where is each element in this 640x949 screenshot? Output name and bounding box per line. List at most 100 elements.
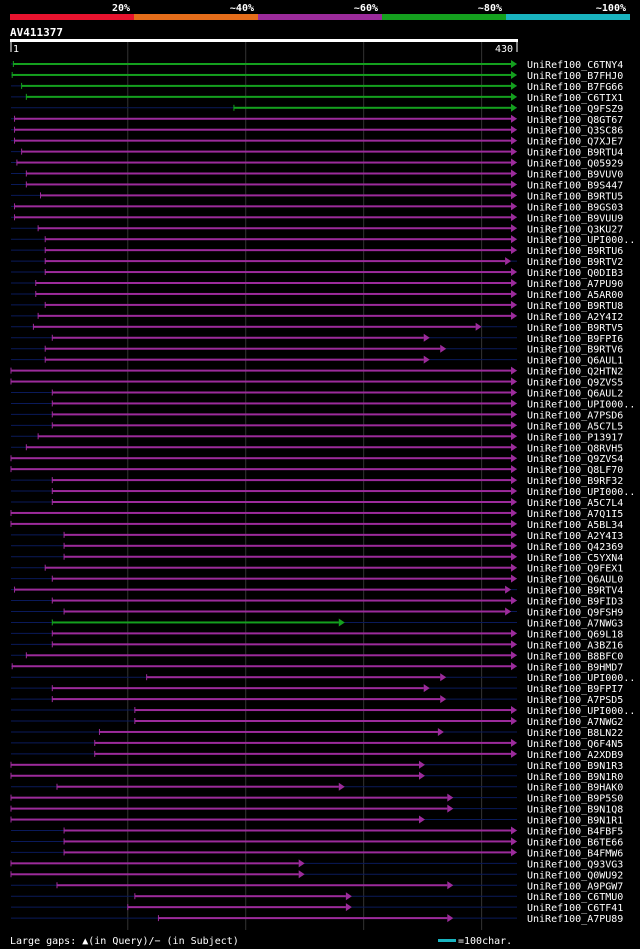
hit-row[interactable]: UniRef100_B8LN22 <box>11 727 623 739</box>
hit-label[interactable]: UniRef100_Q42369 <box>527 542 623 553</box>
hit-label[interactable]: UniRef100_C6TMU0 <box>527 892 623 903</box>
hit-bar[interactable] <box>11 511 511 514</box>
hit-label[interactable]: UniRef100_B9FID3 <box>527 597 623 608</box>
hit-bar[interactable] <box>57 884 448 887</box>
hit-row[interactable]: UniRef100_A7PU90 <box>11 279 623 290</box>
hit-bar[interactable] <box>94 752 511 755</box>
hit-label[interactable]: UniRef100_B9FPI6 <box>527 334 623 345</box>
hit-label[interactable]: UniRef100_B9RTV5 <box>527 323 623 334</box>
hit-label[interactable]: UniRef100_A3BZ16 <box>527 640 623 651</box>
hit-row[interactable]: UniRef100_UPI000.. <box>11 706 635 717</box>
hit-row[interactable]: UniRef100_Q8GT67 <box>11 114 623 126</box>
hit-bar[interactable] <box>134 720 511 722</box>
hit-row[interactable]: UniRef100_B9RTV5 <box>11 322 623 334</box>
hit-row[interactable]: UniRef100_A7NWG3 <box>11 618 623 629</box>
hit-row[interactable]: UniRef100_B7FHJ0 <box>11 70 623 82</box>
hit-row[interactable]: UniRef100_A5C7L4 <box>11 498 623 509</box>
hit-label[interactable]: UniRef100_B9RF32 <box>527 476 623 487</box>
hit-row[interactable]: UniRef100_A5BL34 <box>10 519 623 531</box>
hit-label[interactable]: UniRef100_B4FBF5 <box>527 827 623 838</box>
hit-row[interactable]: UniRef100_A9PGW7 <box>11 881 623 892</box>
hit-row[interactable]: UniRef100_C6TNY4 <box>11 60 623 71</box>
hit-row[interactable]: UniRef100_Q6F4N5 <box>11 738 623 750</box>
hit-label[interactable]: UniRef100_B4FMW6 <box>527 848 623 859</box>
hit-row[interactable]: UniRef100_Q8LF70 <box>10 465 623 476</box>
hit-bar[interactable] <box>11 862 299 865</box>
hit-label[interactable]: UniRef100_UPI000.. <box>527 673 635 684</box>
hit-label[interactable]: UniRef100_Q9FSH9 <box>527 608 623 619</box>
hit-label[interactable]: UniRef100_A5C7L4 <box>527 498 623 509</box>
hit-label[interactable]: UniRef100_Q3SC86 <box>527 126 623 137</box>
hit-bar[interactable] <box>11 763 419 766</box>
hit-bar[interactable] <box>14 139 512 142</box>
hit-row[interactable]: UniRef100_B9VUU9 <box>11 213 623 224</box>
hit-row[interactable]: UniRef100_B9RF32 <box>11 476 623 487</box>
hit-row[interactable]: UniRef100_UPI000.. <box>11 673 635 684</box>
hit-label[interactable]: UniRef100_Q9FSZ9 <box>527 104 623 115</box>
hit-row[interactable]: UniRef100_B4FBF5 <box>11 826 623 838</box>
hit-bar[interactable] <box>33 325 476 328</box>
hit-bar[interactable] <box>21 84 511 87</box>
hit-row[interactable]: UniRef100_B9FPI6 <box>11 333 623 345</box>
hit-bar[interactable] <box>11 369 511 372</box>
hit-bar[interactable] <box>57 785 339 788</box>
hit-row[interactable]: UniRef100_B9RTU5 <box>11 191 623 202</box>
hit-bar[interactable] <box>45 358 424 361</box>
hit-label[interactable]: UniRef100_UPI000.. <box>527 706 635 717</box>
hit-label[interactable]: UniRef100_Q8RVH5 <box>527 443 623 454</box>
hit-row[interactable]: UniRef100_B6TE66 <box>11 837 623 848</box>
hit-row[interactable]: UniRef100_B9RTU8 <box>11 300 623 312</box>
hit-label[interactable]: UniRef100_A7Q1I5 <box>527 509 623 520</box>
hit-bar[interactable] <box>45 238 511 241</box>
hit-bar[interactable] <box>26 95 511 98</box>
hit-label[interactable]: UniRef100_Q7XJE7 <box>527 137 623 148</box>
hit-row[interactable]: UniRef100_Q9ZVS4 <box>10 454 623 465</box>
hit-bar[interactable] <box>45 347 441 350</box>
hit-bar[interactable] <box>35 292 512 295</box>
hit-bar[interactable] <box>52 621 339 624</box>
hit-row[interactable]: UniRef100_B9HMD7 <box>11 662 623 673</box>
hit-label[interactable]: UniRef100_B9RTV4 <box>527 586 623 597</box>
hit-row[interactable]: UniRef100_A5C7L5 <box>11 421 623 432</box>
hit-label[interactable]: UniRef100_A7PSD5 <box>527 695 623 706</box>
hit-row[interactable]: UniRef100_Q0DIB3 <box>11 268 623 279</box>
hit-bar[interactable] <box>99 730 438 733</box>
hit-bar[interactable] <box>38 435 511 438</box>
hit-row[interactable]: UniRef100_Q0WU92 <box>10 870 623 881</box>
hit-row[interactable]: UniRef100_C6TIX1 <box>11 92 623 104</box>
hit-bar[interactable] <box>45 566 511 569</box>
hit-row[interactable]: UniRef100_UPI000.. <box>11 235 635 246</box>
hit-label[interactable]: UniRef100_P13917 <box>527 432 623 443</box>
hit-label[interactable]: UniRef100_Q9FEX1 <box>527 564 623 575</box>
hit-bar[interactable] <box>11 380 511 383</box>
hit-label[interactable]: UniRef100_B8LN22 <box>527 728 623 739</box>
hit-label[interactable]: UniRef100_Q9ZVS5 <box>527 378 623 389</box>
hit-label[interactable]: UniRef100_A7PSD6 <box>527 410 623 421</box>
hit-row[interactable]: UniRef100_Q6AUL1 <box>11 355 623 367</box>
hit-bar[interactable] <box>146 676 441 679</box>
hit-label[interactable]: UniRef100_UPI000.. <box>527 399 635 410</box>
hit-label[interactable]: UniRef100_Q93VG3 <box>527 859 623 870</box>
hit-label[interactable]: UniRef100_Q6AUL0 <box>527 575 623 586</box>
hit-row[interactable]: UniRef100_A7PU89 <box>11 914 623 925</box>
hit-bar[interactable] <box>52 413 512 416</box>
hit-row[interactable]: UniRef100_B9RTV6 <box>11 344 623 356</box>
hit-bar[interactable] <box>11 873 299 876</box>
hit-label[interactable]: UniRef100_B9RTV6 <box>527 345 623 356</box>
hit-bar[interactable] <box>21 150 511 153</box>
hit-label[interactable]: UniRef100_Q2HTN2 <box>527 367 623 378</box>
hit-bar[interactable] <box>45 249 511 252</box>
hit-label[interactable]: UniRef100_B6TE66 <box>527 837 623 848</box>
hit-row[interactable]: UniRef100_B9N1R0 <box>10 771 623 783</box>
hit-row[interactable]: UniRef100_Q3KU27 <box>11 224 623 235</box>
hit-row[interactable]: UniRef100_B9RTV2 <box>11 257 623 268</box>
hit-bar[interactable] <box>14 117 512 120</box>
hit-bar[interactable] <box>52 698 441 701</box>
hit-label[interactable]: UniRef100_A5C7L5 <box>527 421 623 432</box>
hit-row[interactable]: UniRef100_B9VUV0 <box>11 169 623 181</box>
hit-label[interactable]: UniRef100_A2Y4I3 <box>527 531 623 542</box>
hit-row[interactable]: UniRef100_B9RTU6 <box>11 246 623 257</box>
hit-row[interactable]: UniRef100_Q93VG3 <box>10 859 623 870</box>
hit-bar[interactable] <box>14 205 512 208</box>
hit-label[interactable]: UniRef100_Q05929 <box>527 159 623 170</box>
